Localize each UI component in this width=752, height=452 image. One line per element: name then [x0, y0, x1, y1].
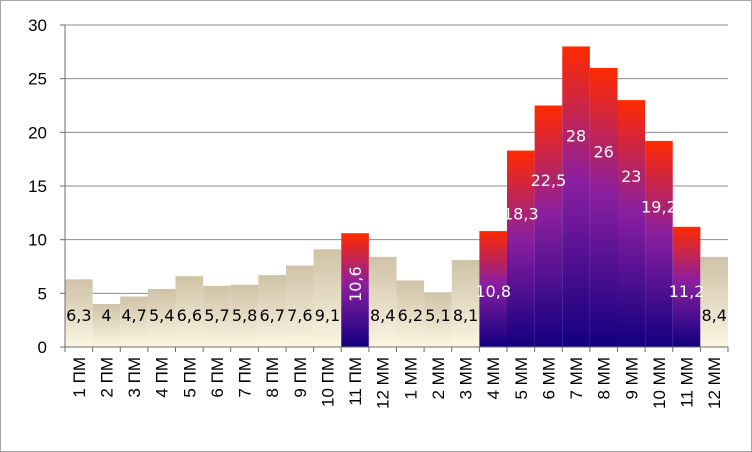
data-label: 9,1: [315, 306, 340, 325]
data-label: 19,2: [641, 197, 677, 216]
data-label: 26: [594, 143, 614, 162]
bar-15: [451, 260, 480, 347]
data-label: 22,5: [531, 171, 567, 190]
x-tick-label: 8 ММ: [595, 357, 614, 400]
y-tick-label: 15: [28, 177, 47, 196]
x-tick-label: 3 ММ: [457, 357, 476, 400]
y-tick-label: 10: [28, 231, 47, 250]
bar-18: [534, 105, 563, 347]
data-label: 4: [101, 306, 111, 325]
data-label: 6,7: [259, 306, 284, 325]
bar-20: [589, 67, 618, 347]
x-tick-label: 2 ММ: [429, 357, 448, 400]
data-label: 11,2: [669, 282, 705, 301]
bar-11: [341, 233, 369, 347]
y-tick-label: 30: [28, 16, 47, 35]
x-tick-label: 1 ПМ: [70, 357, 89, 398]
bar-1: [65, 279, 93, 347]
y-tick-label: 25: [28, 70, 47, 89]
x-tick-label: 5 ПМ: [180, 357, 199, 398]
bars: [65, 46, 728, 347]
bar-12: [368, 256, 397, 347]
x-tick-label: 4 ПМ: [153, 357, 172, 398]
bar-7: [230, 284, 259, 347]
x-tick-label: 4 ММ: [484, 357, 503, 400]
bar-23: [672, 226, 701, 347]
data-label: 8,4: [701, 306, 726, 325]
bar-5: [175, 276, 204, 347]
x-tick-label: 5 ММ: [512, 357, 531, 400]
data-labels: 6,3 4 4,7 5,4 6,6 5,7 5,8 6,7 7,6 9,110,68,4 6,2 5,…: [66, 127, 727, 325]
data-label: 5,7: [204, 306, 229, 325]
data-label: 5,4: [149, 306, 174, 325]
x-tick-label: 6 ММ: [539, 357, 558, 400]
y-tick-label: 5: [38, 284, 47, 303]
bar-3: [120, 296, 148, 347]
bar-16: [479, 231, 507, 347]
bar-4: [147, 289, 176, 347]
data-label: 10,8: [475, 282, 511, 301]
axes: 0 5 10 15 20 25 30 1 ПМ 2 ПМ 3 ПМ 4 ПМ 5 ПМ 6 ПМ 7 ПМ…: [28, 16, 729, 409]
data-label: 8,1: [453, 306, 478, 325]
data-label: 8,4: [370, 306, 395, 325]
x-tick-label: 6 ПМ: [208, 357, 227, 398]
x-tick-label: 1 ММ: [401, 357, 420, 400]
bar-2: [92, 304, 121, 347]
y-tick-label: 0: [38, 338, 47, 357]
data-label: 6,3: [66, 306, 91, 325]
x-tick-label: 11 ПМ: [346, 357, 365, 406]
y-tick-label: 20: [28, 123, 47, 142]
bar-9: [286, 265, 314, 347]
bar-8: [258, 275, 286, 347]
x-tick-label: 12 ММ: [374, 357, 393, 409]
bar-24: [700, 256, 728, 347]
data-label: 10,6: [346, 266, 365, 302]
bar-14: [424, 292, 452, 347]
data-label: 23: [621, 167, 641, 186]
x-tick-label: 7 ПМ: [236, 357, 255, 398]
x-tick-label: 7 ММ: [567, 357, 586, 400]
bar-21: [617, 100, 646, 347]
data-label: 18,3: [503, 205, 539, 224]
data-label: 6,6: [177, 306, 202, 325]
data-label: 5,8: [232, 306, 257, 325]
x-tick-label: 2 ПМ: [97, 357, 116, 398]
data-label: 4,7: [121, 306, 146, 325]
x-tick-label: 9 ММ: [622, 357, 641, 400]
x-tick-label: 10 ММ: [650, 357, 669, 409]
x-tick-label: 8 ПМ: [263, 357, 282, 398]
data-label: 5,1: [425, 306, 450, 325]
x-tick-label: 12 ММ: [705, 357, 724, 409]
bar-6: [203, 285, 231, 347]
data-label: 28: [566, 127, 586, 146]
bar-10: [313, 249, 342, 347]
x-tick-label: 9 ПМ: [291, 357, 310, 398]
bar-17: [507, 150, 535, 347]
x-tick-label: 3 ПМ: [125, 357, 144, 398]
data-label: 6,2: [398, 306, 423, 325]
bar-19: [562, 46, 590, 347]
x-tick-label: 10 ПМ: [318, 357, 337, 407]
bar-13: [396, 280, 425, 347]
x-tick-label: 11 ММ: [678, 357, 697, 408]
data-label: 7,6: [287, 306, 312, 325]
bar-22: [645, 140, 673, 347]
